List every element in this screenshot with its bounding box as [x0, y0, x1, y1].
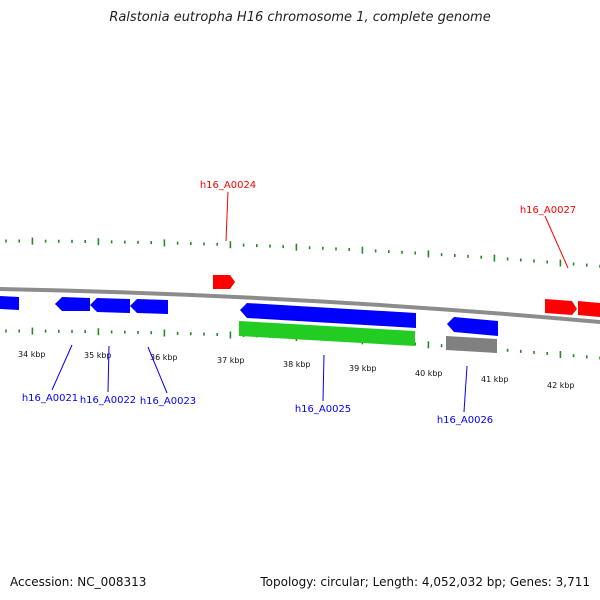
gene-label-h16-a0024[interactable]: h16_A0024	[200, 180, 256, 191]
gene-label-h16-a0027[interactable]: h16_A0027	[520, 205, 576, 216]
gene-label-h16-a0021[interactable]: h16_A0021	[22, 393, 78, 404]
tick-label: 38 kbp	[283, 360, 311, 369]
chromosome-backbone	[0, 287, 600, 324]
leader-line-h16-a0026	[463, 365, 468, 413]
leader-line-h16-a0025	[322, 354, 325, 402]
gene-arrow-h16-a0027a[interactable]	[545, 299, 577, 315]
gene-label-h16-a0023[interactable]: h16_A0023	[140, 396, 196, 407]
gene-arrow-h16-a0023[interactable]	[130, 299, 168, 314]
gene-arrow-h16-a0026[interactable]	[447, 317, 498, 336]
leader-line-h16-a0021	[51, 344, 73, 391]
tick-label: 42 kbp	[547, 381, 575, 390]
tick-label: 40 kbp	[415, 369, 443, 378]
gene-label-h16-a0022[interactable]: h16_A0022	[80, 395, 136, 406]
leader-line-h16-a0024	[225, 191, 229, 242]
tick-label: 39 kbp	[349, 364, 377, 373]
gene-arrow-h16-a0024[interactable]	[213, 275, 235, 289]
gene-arrow-h16-a0027b[interactable]	[578, 301, 600, 317]
tick-label: 36 kbp	[150, 353, 178, 362]
leader-line-h16-a0027	[544, 215, 569, 269]
leader-line-h16-a0023	[147, 346, 168, 394]
tick-label: 41 kbp	[481, 375, 509, 384]
gene-arrow-h16-a0025[interactable]	[240, 303, 416, 328]
tick-label: 37 kbp	[217, 356, 245, 365]
gene-arrow-h16-a0021[interactable]	[55, 297, 90, 311]
gene-label-h16-a0026[interactable]: h16_A0026	[437, 415, 493, 426]
genome-summary-text: Topology: circular; Length: 4,052,032 bp…	[260, 575, 590, 589]
tick-label: 34 kbp	[18, 350, 46, 359]
leader-line-h16-a0022	[107, 345, 110, 393]
gene-arrow-h16-a0020[interactable]	[0, 296, 19, 310]
gene-arrow-h16-a0022[interactable]	[90, 298, 130, 313]
feature-h16-a0026[interactable]	[446, 336, 497, 353]
accession-text: Accession: NC_008313	[10, 575, 147, 589]
forward-tick-track	[5, 237, 600, 268]
rna-feature-h16-a0025[interactable]	[239, 321, 415, 346]
map-title: Ralstonia eutropha H16 chromosome 1, com…	[109, 10, 491, 25]
tick-label: 35 kbp	[84, 351, 112, 360]
gene-label-h16-a0025[interactable]: h16_A0025	[295, 404, 351, 415]
